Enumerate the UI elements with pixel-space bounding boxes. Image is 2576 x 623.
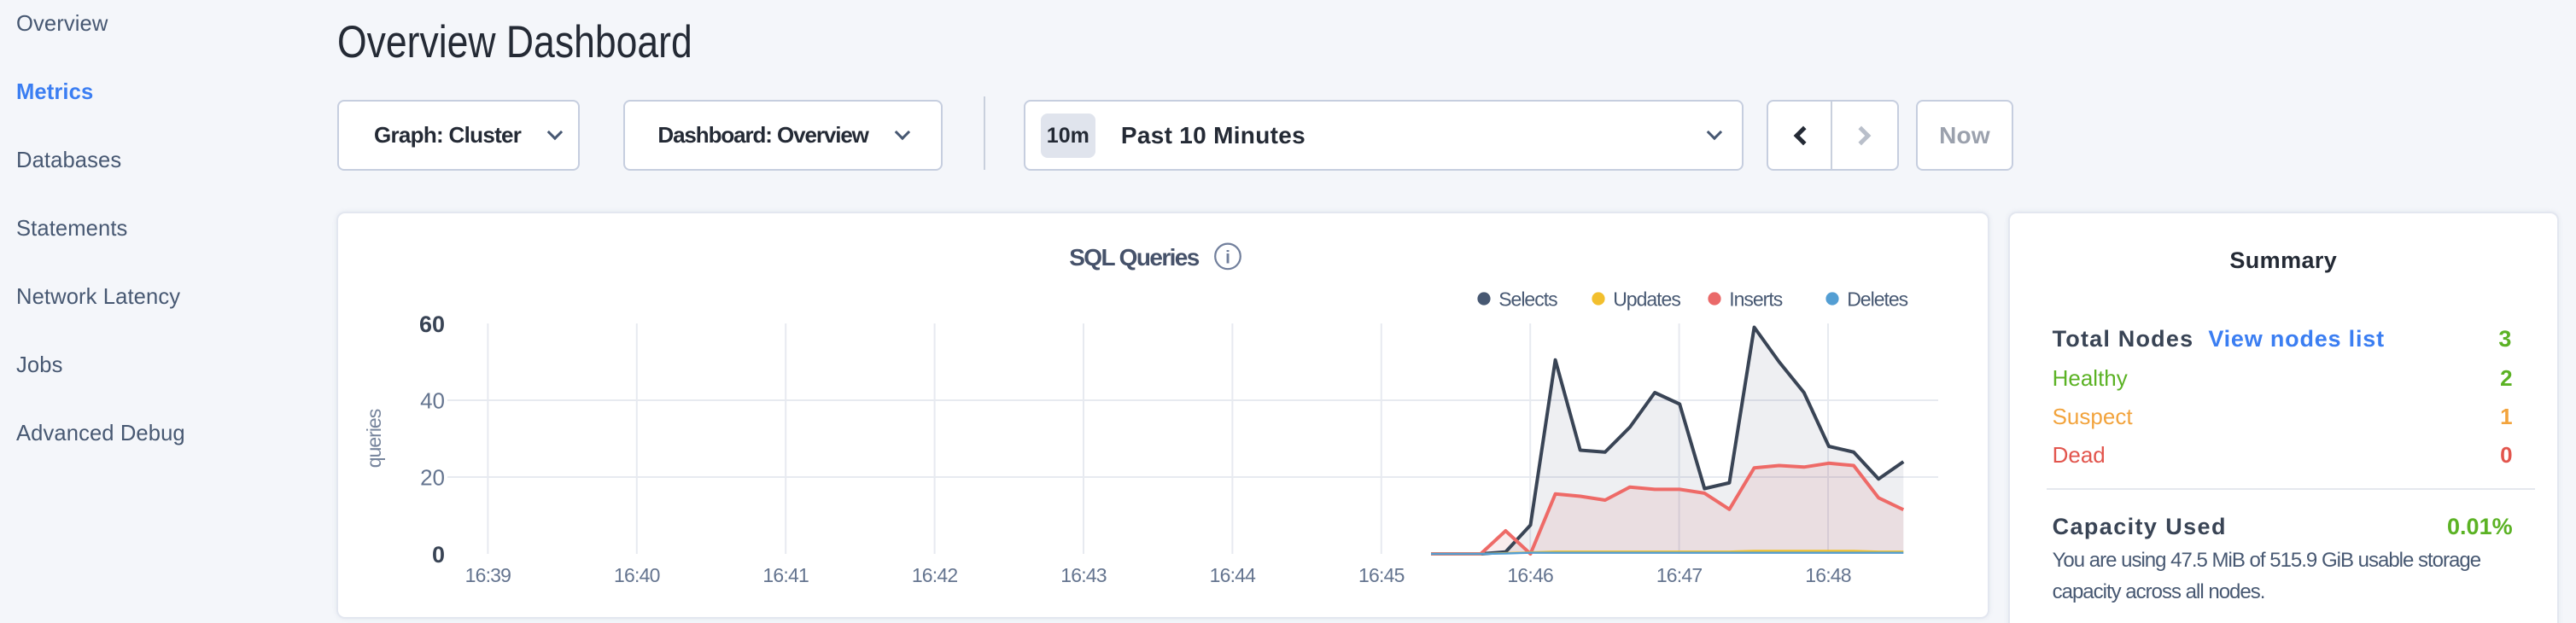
- svg-text:Inserts: Inserts: [1729, 288, 1783, 311]
- svg-text:Updates: Updates: [1613, 288, 1680, 311]
- svg-text:16:42: 16:42: [912, 564, 958, 586]
- svg-text:16:39: 16:39: [465, 564, 511, 586]
- svg-text:Deletes: Deletes: [1847, 288, 1907, 311]
- svg-text:16:45: 16:45: [1358, 564, 1405, 586]
- svg-text:40: 40: [420, 387, 445, 413]
- svg-text:i: i: [1225, 248, 1230, 268]
- svg-text:16:44: 16:44: [1210, 564, 1257, 586]
- svg-text:16:43: 16:43: [1060, 564, 1107, 586]
- svg-text:0: 0: [432, 542, 445, 568]
- svg-text:16:40: 16:40: [614, 564, 660, 586]
- svg-text:16:47: 16:47: [1656, 564, 1703, 586]
- svg-text:16:41: 16:41: [762, 564, 809, 586]
- svg-text:16:46: 16:46: [1507, 564, 1553, 586]
- svg-text:20: 20: [420, 464, 445, 490]
- svg-text:Selects: Selects: [1498, 288, 1557, 311]
- svg-text:16:48: 16:48: [1805, 564, 1851, 586]
- svg-text:SQL Queries: SQL Queries: [1069, 244, 1200, 271]
- svg-text:queries: queries: [363, 409, 385, 468]
- svg-text:60: 60: [419, 312, 445, 337]
